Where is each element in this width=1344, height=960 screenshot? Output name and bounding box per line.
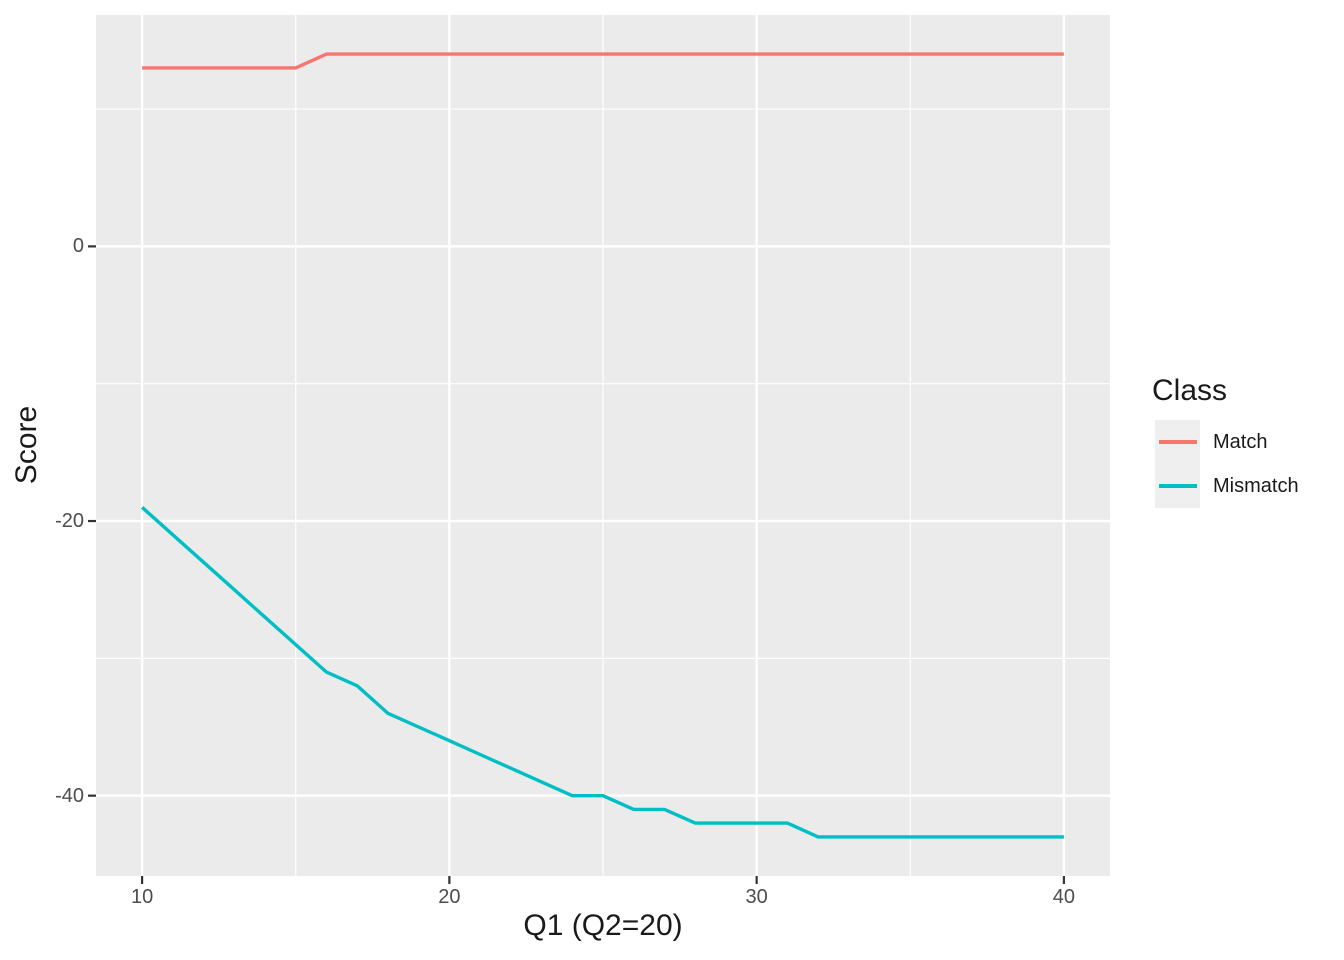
x-tick-label: 10 bbox=[130, 886, 154, 908]
x-tick-label: 40 bbox=[1052, 886, 1076, 908]
y-tick-label: 0 bbox=[72, 235, 84, 258]
series-line-mismatch bbox=[140, 506, 1064, 839]
legend-label-match: Match bbox=[1213, 430, 1268, 453]
x-tick-label: 20 bbox=[438, 886, 461, 908]
y-axis-title: Score bbox=[10, 405, 43, 485]
legend-label-mismatch: Mismatch bbox=[1213, 474, 1299, 497]
match-line-swatch-icon bbox=[1158, 440, 1197, 444]
legend-entry-mismatch: Mismatch bbox=[1155, 464, 1299, 508]
x-axis-title: Q1 (Q2=20) bbox=[523, 909, 683, 942]
legend-key-box bbox=[1155, 464, 1200, 508]
legend-rows: Match Mismatch bbox=[1155, 420, 1299, 508]
legend: Class Match Mismatch bbox=[1152, 374, 1299, 508]
legend-entry-match: Match bbox=[1155, 420, 1299, 464]
x-tick-label: 30 bbox=[745, 886, 768, 908]
y-tick-label: -20 bbox=[55, 510, 84, 532]
mismatch-line-swatch-icon bbox=[1158, 484, 1197, 488]
y-tick-label: -40 bbox=[55, 784, 84, 807]
legend-title: Class bbox=[1152, 374, 1228, 407]
legend-key-box bbox=[1155, 420, 1200, 464]
series-line-match bbox=[142, 52, 1064, 70]
